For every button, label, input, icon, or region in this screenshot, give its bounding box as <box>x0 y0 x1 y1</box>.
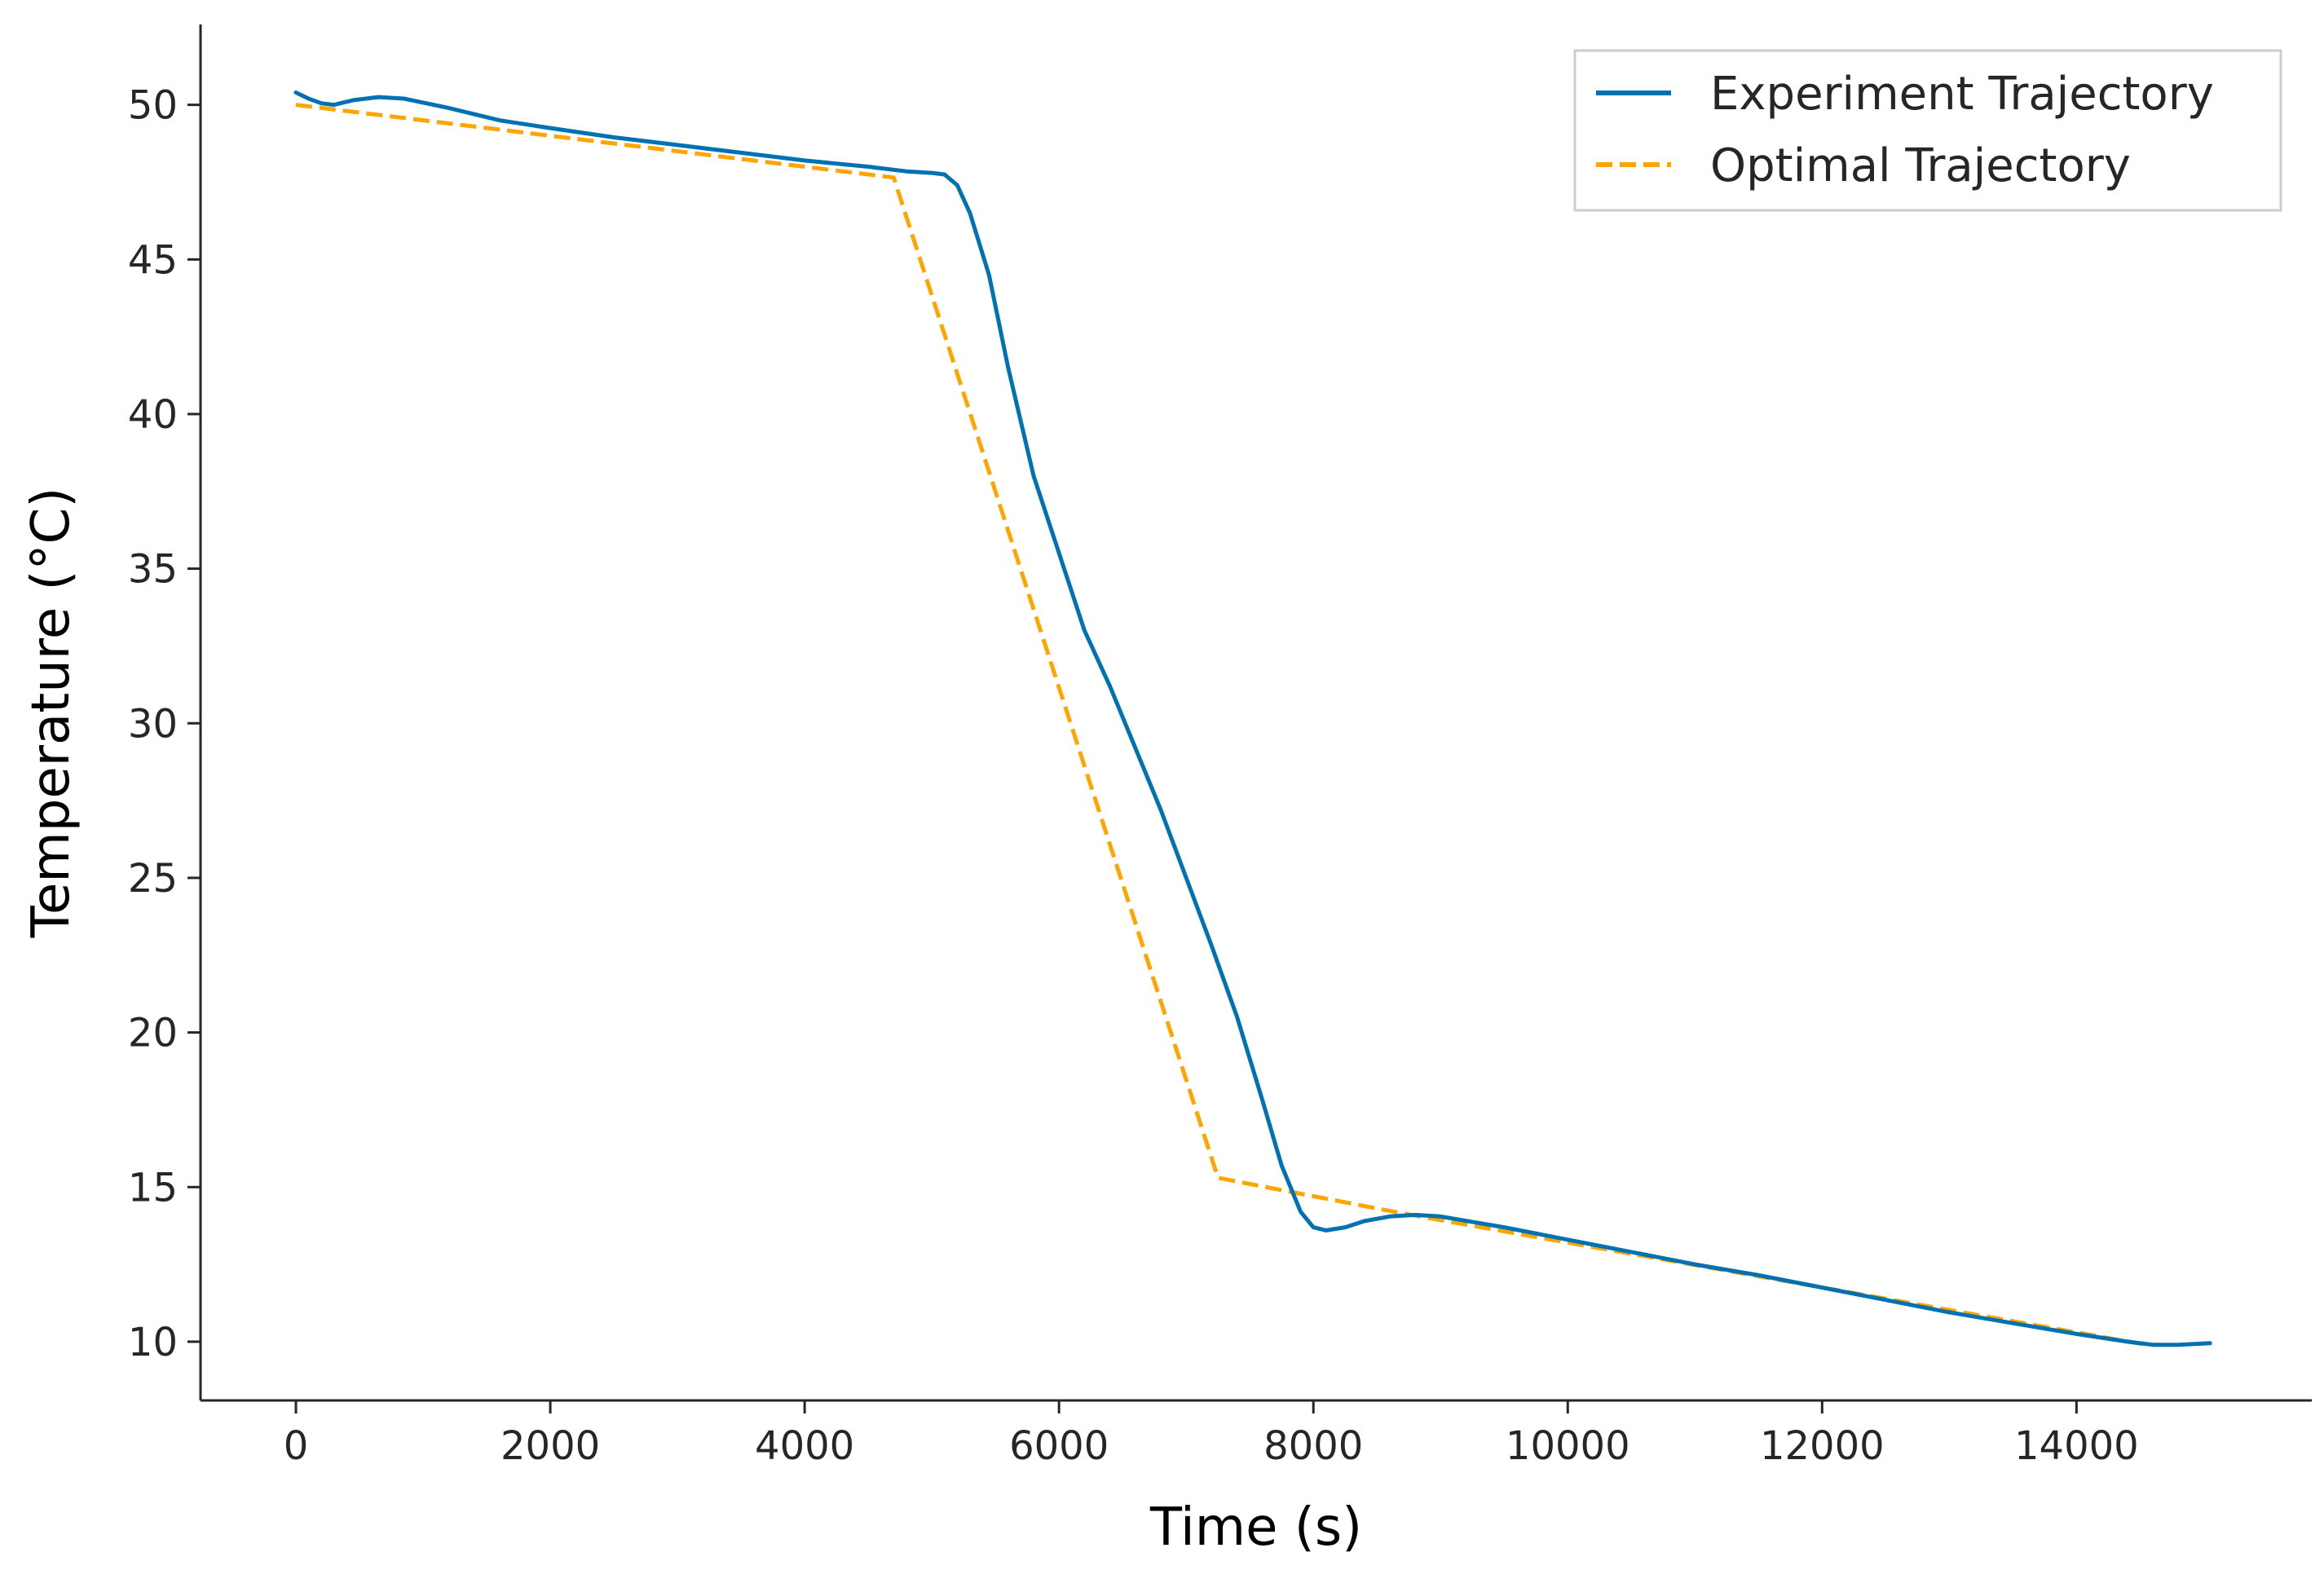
legend-frame <box>1573 49 2282 212</box>
y-tick-label: 30 <box>128 701 178 747</box>
y-tick-label: 15 <box>128 1165 178 1211</box>
x-tick-label: 2000 <box>501 1423 600 1469</box>
x-tick-label: 4000 <box>755 1423 854 1469</box>
x-tick-label: 0 <box>284 1423 309 1469</box>
series-line-optimal <box>295 103 2147 1347</box>
y-axis-title: Temperature (°C) <box>21 487 82 938</box>
x-tick-label: 8000 <box>1263 1423 1363 1469</box>
x-tick-label: 10000 <box>1506 1423 1630 1469</box>
legend: Experiment Trajectory Optimal Trajectory <box>1573 49 2282 212</box>
x-tick-label: 14000 <box>2014 1423 2139 1469</box>
y-tick-label: 10 <box>128 1320 178 1365</box>
y-tick-label: 50 <box>128 83 178 129</box>
y-tick-label: 35 <box>128 547 178 593</box>
y-tick-label: 25 <box>128 856 178 902</box>
x-ticks: 0 2000 4000 6000 8000 10000 12000 14000 <box>284 1400 2139 1469</box>
series-line-experiment <box>293 90 2212 1347</box>
y-tick-label: 20 <box>128 1011 178 1056</box>
y-tick-label: 45 <box>128 237 178 283</box>
series-layer <box>293 90 2212 1347</box>
y-ticks: 10 15 20 25 30 35 40 45 50 <box>128 83 201 1365</box>
legend-label-optimal: Optimal Trajectory <box>1710 139 2131 192</box>
y-tick-label: 40 <box>128 392 178 438</box>
x-axis-title: Time (s) <box>1149 1497 1362 1558</box>
x-tick-label: 6000 <box>1009 1423 1109 1469</box>
plot-area <box>293 90 2212 1347</box>
legend-label-experiment: Experiment Trajectory <box>1710 68 2214 121</box>
x-tick-label: 12000 <box>1760 1423 1885 1469</box>
